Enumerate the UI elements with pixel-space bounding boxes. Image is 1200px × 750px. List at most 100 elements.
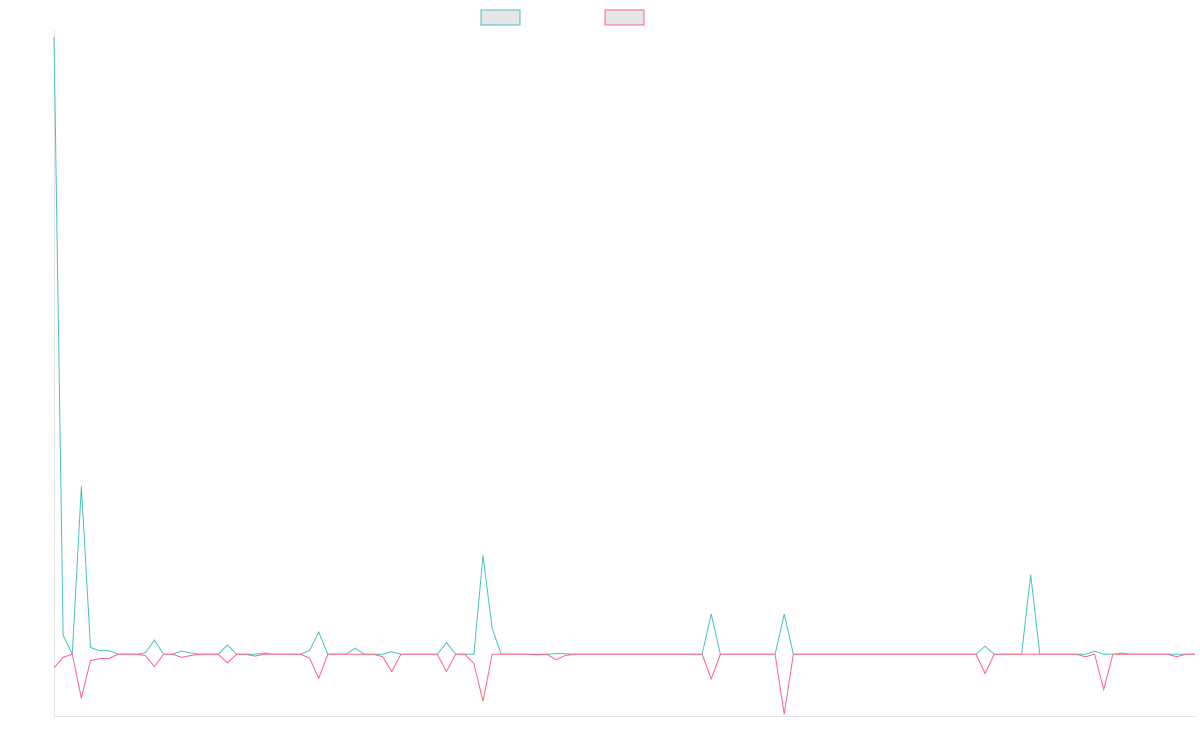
series-2-point[interactable] bbox=[106, 656, 112, 662]
series-2-point[interactable] bbox=[736, 651, 742, 657]
series-2-point[interactable] bbox=[1165, 651, 1171, 657]
series-1-point[interactable] bbox=[224, 642, 230, 648]
series-2-point[interactable] bbox=[115, 651, 121, 657]
series-2-point[interactable] bbox=[124, 651, 130, 657]
series-1-point[interactable] bbox=[307, 648, 313, 654]
series-2-point[interactable] bbox=[261, 651, 267, 657]
series-1-point[interactable] bbox=[179, 648, 185, 654]
series-2-point[interactable] bbox=[161, 651, 167, 657]
series-2-point[interactable] bbox=[873, 651, 879, 657]
series-2-point[interactable] bbox=[845, 651, 851, 657]
series-2-point[interactable] bbox=[288, 651, 294, 657]
series-1-point[interactable] bbox=[88, 644, 94, 650]
series-2-point[interactable] bbox=[453, 651, 459, 657]
series-2-point[interactable] bbox=[553, 657, 559, 663]
series-2-point[interactable] bbox=[389, 669, 395, 675]
series-1-point[interactable] bbox=[480, 553, 486, 559]
series-2-point[interactable] bbox=[936, 651, 942, 657]
series-2-point[interactable] bbox=[535, 652, 541, 658]
series-2-point[interactable] bbox=[462, 651, 468, 657]
series-2-point[interactable] bbox=[1137, 651, 1143, 657]
series-2-point[interactable] bbox=[425, 651, 431, 657]
series-1-point[interactable] bbox=[982, 643, 988, 649]
series-2-point[interactable] bbox=[580, 651, 586, 657]
series-2-point[interactable] bbox=[1037, 651, 1043, 657]
series-2-point[interactable] bbox=[480, 698, 486, 704]
series-1-point[interactable] bbox=[1101, 651, 1107, 657]
series-2-point[interactable] bbox=[471, 661, 477, 667]
series-2-point[interactable] bbox=[279, 651, 285, 657]
series-1-point[interactable] bbox=[97, 648, 103, 654]
series-2-point[interactable] bbox=[407, 651, 413, 657]
series-2-point[interactable] bbox=[416, 651, 422, 657]
series-2-point[interactable] bbox=[325, 651, 331, 657]
series-2-point[interactable] bbox=[1183, 651, 1189, 657]
series-2-point[interactable] bbox=[489, 651, 495, 657]
series-2-point[interactable] bbox=[644, 651, 650, 657]
series-2-point[interactable] bbox=[626, 651, 632, 657]
series-2-point[interactable] bbox=[964, 651, 970, 657]
series-1-point[interactable] bbox=[78, 483, 84, 489]
series-2-point[interactable] bbox=[361, 651, 367, 657]
series-2-point[interactable] bbox=[991, 651, 997, 657]
series-2-point[interactable] bbox=[526, 651, 532, 657]
series-2-point[interactable] bbox=[1046, 651, 1052, 657]
series-2-point[interactable] bbox=[270, 651, 276, 657]
series-2-point[interactable] bbox=[836, 651, 842, 657]
series-2-point[interactable] bbox=[1155, 651, 1161, 657]
series-2-point[interactable] bbox=[316, 675, 322, 681]
series-2-point[interactable] bbox=[1019, 651, 1025, 657]
series-2-point[interactable] bbox=[681, 651, 687, 657]
series-2-point[interactable] bbox=[544, 651, 550, 657]
series-2-point[interactable] bbox=[663, 651, 669, 657]
series-2-point[interactable] bbox=[809, 651, 815, 657]
series-2-point[interactable] bbox=[1009, 651, 1015, 657]
series-2-point[interactable] bbox=[818, 651, 824, 657]
series-2-point[interactable] bbox=[206, 651, 212, 657]
series-2-point[interactable] bbox=[1101, 686, 1107, 692]
series-2-point[interactable] bbox=[1000, 651, 1006, 657]
series-1-point[interactable] bbox=[60, 632, 66, 638]
series-2-point[interactable] bbox=[882, 651, 888, 657]
series-2-point[interactable] bbox=[517, 651, 523, 657]
series-2-point[interactable] bbox=[726, 651, 732, 657]
series-2-point[interactable] bbox=[297, 651, 303, 657]
series-2-point[interactable] bbox=[1064, 651, 1070, 657]
series-2-point[interactable] bbox=[252, 653, 258, 659]
series-2-point[interactable] bbox=[88, 657, 94, 663]
series-2-point[interactable] bbox=[790, 651, 796, 657]
series-2-point[interactable] bbox=[708, 676, 714, 682]
legend-swatch-series-1[interactable] bbox=[480, 9, 521, 26]
series-2-point[interactable] bbox=[946, 651, 952, 657]
series-2-point[interactable] bbox=[133, 651, 139, 657]
series-2-point[interactable] bbox=[690, 651, 696, 657]
series-2-point[interactable] bbox=[170, 651, 176, 657]
series-1-point[interactable] bbox=[151, 637, 157, 643]
series-2-point[interactable] bbox=[1055, 651, 1061, 657]
series-2-point[interactable] bbox=[1146, 651, 1152, 657]
series-2-point[interactable] bbox=[800, 651, 806, 657]
series-2-point[interactable] bbox=[982, 670, 988, 676]
series-2-point[interactable] bbox=[234, 651, 240, 657]
series-2-point[interactable] bbox=[763, 651, 769, 657]
series-2-point[interactable] bbox=[444, 669, 450, 675]
series-2-point[interactable] bbox=[699, 651, 705, 657]
series-2-point[interactable] bbox=[653, 651, 659, 657]
series-1-point[interactable] bbox=[316, 629, 322, 635]
series-1-point[interactable] bbox=[444, 640, 450, 646]
series-2-point[interactable] bbox=[918, 651, 924, 657]
series-2-point[interactable] bbox=[179, 654, 185, 660]
series-2-point[interactable] bbox=[380, 654, 386, 660]
series-2-point[interactable] bbox=[590, 651, 596, 657]
series-2-point[interactable] bbox=[370, 651, 376, 657]
series-2-point[interactable] bbox=[955, 651, 961, 657]
series-2-point[interactable] bbox=[1082, 654, 1088, 660]
series-2-point[interactable] bbox=[507, 651, 513, 657]
series-2-point[interactable] bbox=[900, 651, 906, 657]
series-2-point[interactable] bbox=[571, 651, 577, 657]
series-2-point[interactable] bbox=[863, 651, 869, 657]
series-2-point[interactable] bbox=[78, 695, 84, 701]
series-2-point[interactable] bbox=[1128, 651, 1134, 657]
series-2-point[interactable] bbox=[398, 651, 404, 657]
series-2-point[interactable] bbox=[1192, 651, 1198, 657]
